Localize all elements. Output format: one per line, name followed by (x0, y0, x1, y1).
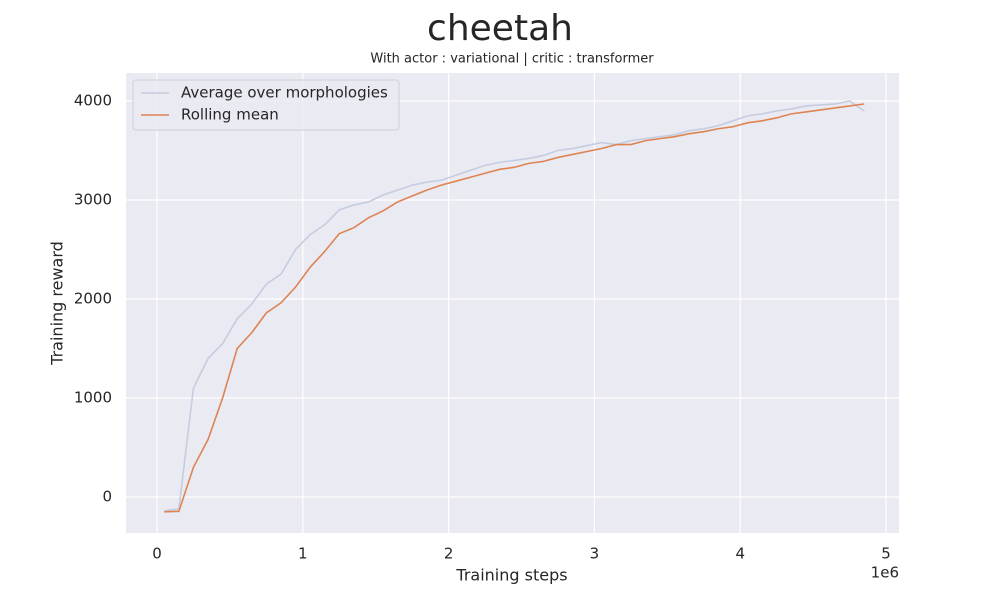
x-axis-label: Training steps (455, 566, 567, 585)
y-tick-label: 2000 (74, 289, 112, 307)
legend-label: Rolling mean (181, 106, 279, 124)
x-tick-label: 4 (735, 545, 745, 563)
x-tick-label: 0 (152, 545, 162, 563)
x-tick-label: 2 (444, 545, 454, 563)
y-tick-label: 0 (102, 487, 112, 505)
x-tick-label: 5 (881, 545, 891, 563)
y-tick-label: 4000 (74, 92, 112, 110)
y-tick-label: 3000 (74, 191, 112, 209)
y-tick-label: 1000 (74, 388, 112, 406)
legend-box (132, 79, 400, 131)
x-offset-label: 1e6 (871, 564, 899, 582)
x-tick-label: 3 (590, 545, 600, 563)
chart-subtitle: With actor : variational | critic : tran… (370, 52, 654, 67)
y-axis-label: Training reward (48, 241, 67, 366)
x-tick-label: 1 (298, 545, 308, 563)
plot-area (126, 73, 899, 533)
series-line (164, 103, 865, 513)
legend-label: Average over morphologies (181, 84, 388, 102)
chart-title: cheetah (427, 8, 573, 49)
series-line (164, 100, 865, 512)
